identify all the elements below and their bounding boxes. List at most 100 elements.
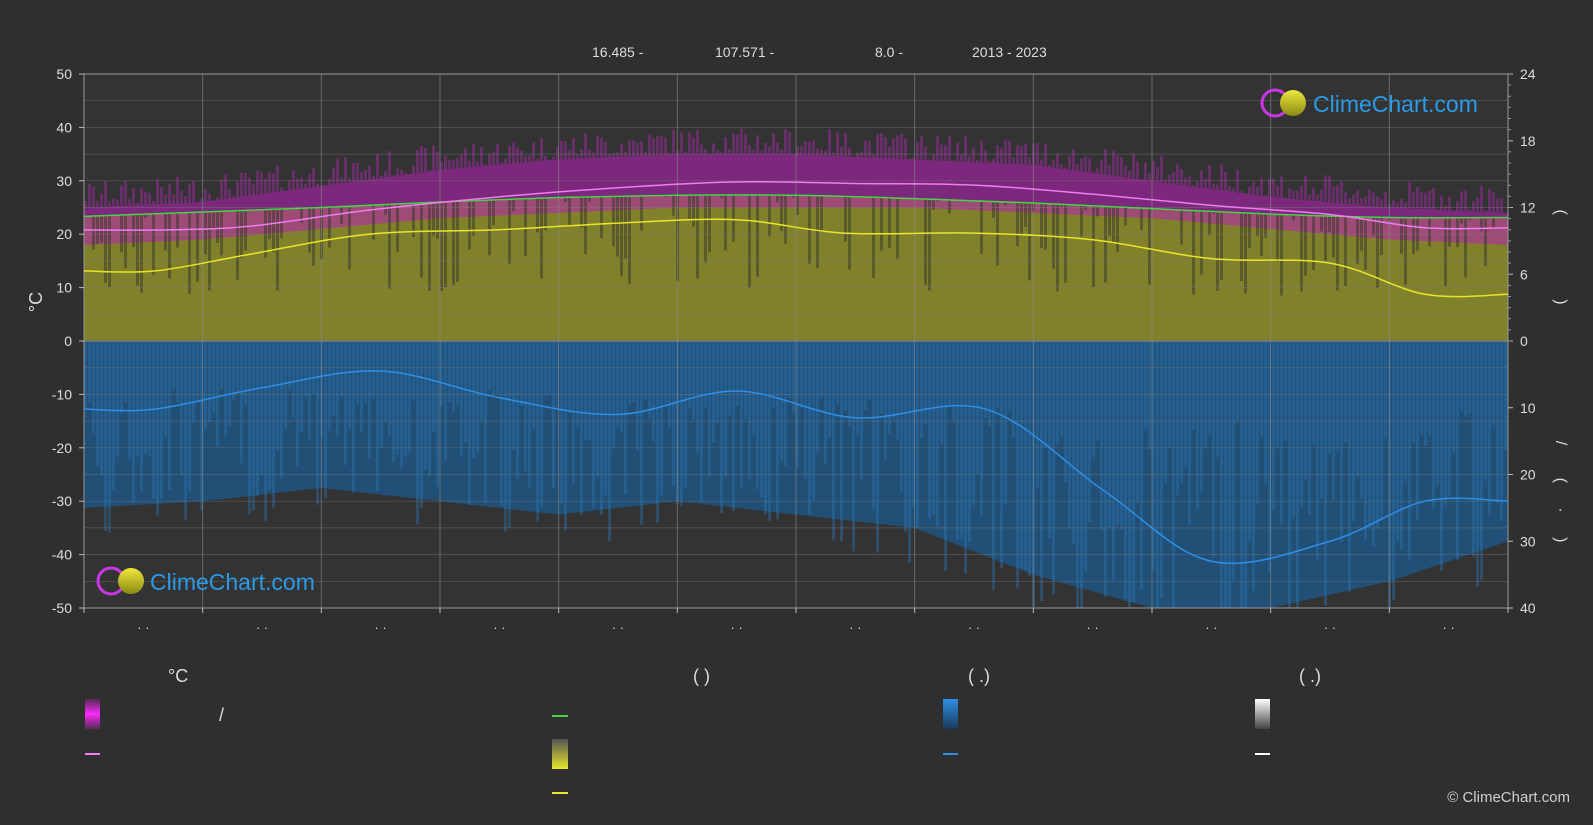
- temperature-variability-stripe: [1420, 192, 1423, 209]
- rain-variability-stripe: [1488, 341, 1491, 516]
- sunshine-variability-stripe: [688, 195, 691, 221]
- temperature-variability-stripe: [976, 159, 979, 163]
- rain-variability-stripe: [1452, 341, 1455, 453]
- rain-variability-stripe: [752, 341, 755, 436]
- temperature-variability-stripe: [288, 180, 291, 191]
- temperature-variability-stripe: [1464, 190, 1467, 211]
- temperature-variability-stripe: [1320, 189, 1323, 202]
- rain-variability-stripe: [1176, 341, 1179, 496]
- temperature-variability-stripe: [1116, 155, 1119, 176]
- sunshine-variability-stripe: [600, 196, 603, 238]
- rain-variability-stripe: [448, 341, 451, 403]
- temperature-variability-stripe: [1480, 185, 1483, 212]
- temperature-variability-stripe: [1240, 191, 1243, 193]
- rain-variability-stripe: [364, 341, 367, 404]
- temperature-variability-stripe: [552, 156, 555, 161]
- rain-variability-stripe: [124, 341, 127, 403]
- sunshine-variability-stripe: [456, 201, 459, 282]
- rain-variability-stripe: [476, 341, 479, 453]
- sunshine-variability-stripe: [508, 199, 511, 264]
- rain-variability-stripe: [1372, 341, 1375, 546]
- rain-variability-stripe: [396, 341, 399, 456]
- sunshine-variability-stripe: [720, 195, 723, 198]
- temperature-variability-stripe: [716, 150, 719, 155]
- left-axis-tick-label: 20: [56, 226, 72, 242]
- sunshine-variability-stripe: [1444, 217, 1447, 287]
- rain-variability-stripe: [724, 341, 727, 477]
- rain-variability-stripe: [104, 341, 107, 531]
- rain-variability-stripe: [160, 341, 163, 500]
- rain-variability-stripe: [820, 341, 823, 399]
- temperature-variability-stripe: [1360, 198, 1363, 205]
- temperature-variability-stripe: [1296, 190, 1299, 200]
- rain-variability-stripe: [84, 341, 87, 409]
- rain-variability-stripe: [1084, 341, 1087, 572]
- sunshine-variability-stripe: [664, 195, 667, 198]
- sunshine-variability-stripe: [1460, 217, 1463, 224]
- sunshine-variability-stripe: [1344, 216, 1347, 287]
- sunshine-variability-stripe: [1016, 202, 1019, 247]
- right-axis-upper-tick-label: 6: [1520, 266, 1528, 282]
- temperature-variability-stripe: [808, 141, 811, 155]
- rain-variability-stripe: [580, 341, 583, 516]
- temperature-variability-stripe: [168, 184, 171, 204]
- rain-variability-stripe: [616, 341, 619, 428]
- rain-variability-stripe: [516, 341, 519, 479]
- sunshine-variability-stripe: [164, 213, 167, 251]
- sunshine-variability-stripe: [280, 209, 283, 239]
- rain-variability-stripe: [336, 341, 339, 437]
- rain-variability-stripe: [1284, 341, 1287, 442]
- sunshine-variability-stripe: [452, 201, 455, 285]
- rain-variability-stripe: [420, 341, 423, 509]
- temperature-variability-stripe: [1040, 159, 1043, 166]
- sunshine-variability-stripe: [1456, 217, 1459, 248]
- rain-variability-stripe: [352, 341, 355, 493]
- temperature-variability-stripe: [904, 138, 907, 159]
- sunshine-variability-stripe: [748, 195, 751, 288]
- rain-variability-stripe: [224, 341, 227, 437]
- sunshine-variability-stripe: [220, 211, 223, 256]
- rain-variability-stripe: [536, 341, 539, 522]
- sunshine-variability-stripe: [980, 201, 983, 254]
- rain-variability-stripe: [1324, 341, 1327, 606]
- rain-variability-stripe: [1212, 341, 1215, 558]
- sunshine-variability-stripe: [384, 204, 387, 215]
- temperature-variability-stripe: [736, 134, 739, 155]
- temperature-variability-stripe: [1196, 181, 1199, 187]
- sunshine-variability-stripe: [784, 195, 787, 244]
- temperature-variability-stripe: [992, 158, 995, 163]
- sunshine-variability-stripe: [236, 210, 239, 280]
- rain-variability-stripe: [348, 341, 351, 430]
- copyright: © ClimeChart.com: [1447, 789, 1570, 806]
- sunshine-variability-stripe: [612, 196, 615, 247]
- logo-sun-icon: [1280, 90, 1306, 116]
- temperature-variability-stripe: [176, 176, 179, 204]
- sunshine-variability-stripe: [188, 212, 191, 294]
- rain-variability-stripe: [164, 341, 167, 438]
- legend: °C ( ) ( .) ( .) /: [85, 666, 1321, 794]
- temperature-variability-stripe: [620, 143, 623, 157]
- rain-variability-stripe: [688, 341, 691, 409]
- rain-variability-stripe: [960, 341, 963, 541]
- rain-variability-stripe: [1360, 341, 1363, 499]
- rain-variability-stripe: [176, 341, 179, 403]
- sunshine-variability-stripe: [264, 209, 267, 258]
- temperature-variability-stripe: [264, 179, 267, 194]
- sunshine-variability-stripe: [196, 212, 199, 282]
- temperature-variability-stripe: [892, 138, 895, 159]
- temperature-variability-stripe: [1104, 149, 1107, 175]
- sunshine-variability-stripe: [704, 195, 707, 263]
- temperature-variability-stripe: [364, 169, 367, 181]
- sunshine-variability-stripe: [896, 198, 899, 259]
- temperature-variability-stripe: [196, 201, 199, 203]
- temperature-variability-stripe: [524, 156, 527, 163]
- temperature-variability-stripe: [876, 134, 879, 158]
- temperature-variability-stripe: [428, 170, 431, 172]
- temperature-variability-stripe: [252, 184, 255, 196]
- temperature-variability-stripe: [616, 152, 619, 157]
- rain-variability-stripe: [264, 341, 267, 522]
- rain-variability-stripe: [636, 341, 639, 451]
- temperature-variability-stripe: [1052, 159, 1055, 168]
- right-axis-title-upper: ( ): [1552, 209, 1569, 344]
- rain-variability-stripe: [1376, 341, 1379, 528]
